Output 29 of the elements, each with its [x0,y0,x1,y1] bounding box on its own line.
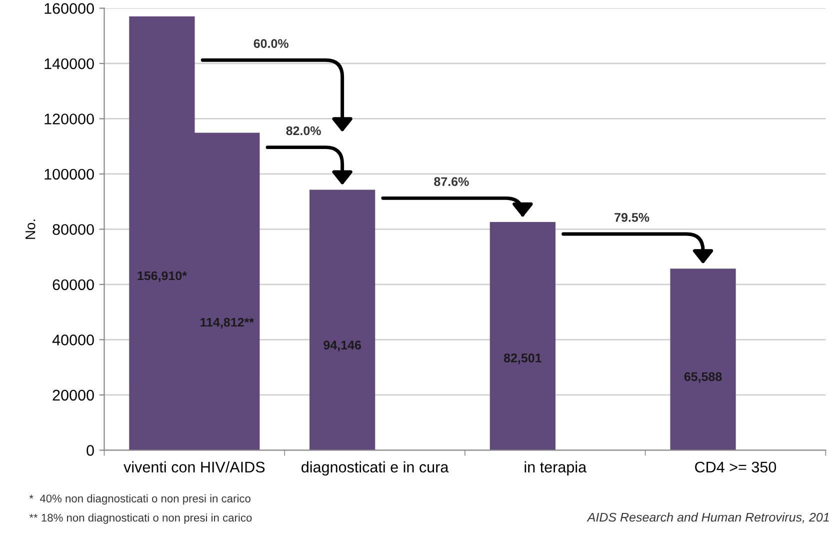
data-label: 65,588 [684,372,722,383]
y-tick-label: 120000 [44,114,94,124]
data-label: 114,812** [200,318,254,328]
annotation: 87.6% [434,177,469,186]
annotation: 79.5% [614,212,650,222]
bar [490,222,556,450]
y-tick-label: 20000 [52,390,94,401]
x-tick-label: viventi con HIV/AIDS [124,461,265,473]
data-label: 94,146 [324,340,361,352]
y-tick-label: 100000 [44,168,94,180]
bar [670,268,736,450]
y-tick-label: 160000 [44,3,94,14]
y-axis-title: No. [26,220,36,239]
bar [310,190,376,450]
text: * 40% non diagnosticati o non presi in carico [29,494,250,505]
text: ** 18% non diagnosticati o non presi in carico [29,514,252,524]
text: AIDS Research and Human Retrovirus, 201 [586,512,829,524]
annotation: 82.0% [286,126,321,136]
x-tick-label: in terapia [524,461,587,476]
x-tick-label: diagnosticati e in cura [302,461,449,476]
y-tick-label: 140000 [44,58,94,70]
y-tick-label: 0 [86,445,94,456]
data-label: 156,910* [138,271,187,282]
data-label: 82,501 [504,354,542,364]
annotation: 60.0% [254,39,288,48]
y-tick-label: 80000 [52,224,94,235]
y-tick-label: 60000 [52,279,94,290]
x-tick-label: CD4 >= 350 [695,462,776,473]
y-tick-label: 40000 [52,334,94,346]
